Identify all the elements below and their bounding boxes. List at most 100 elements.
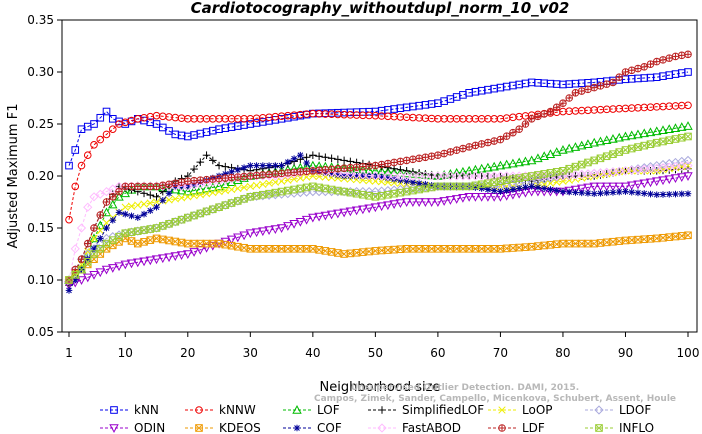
legend-label: ODIN (134, 421, 165, 434)
point-odin (633, 180, 643, 190)
point-inflo (196, 209, 205, 218)
point-lof (570, 142, 581, 151)
point-cof (659, 191, 667, 198)
point-kdeos (590, 239, 599, 248)
point-knn (684, 68, 692, 76)
point-loop (371, 177, 380, 185)
point-odin (595, 182, 606, 192)
point-inflo (640, 141, 649, 150)
point-inflo (634, 143, 642, 151)
point-inflo (646, 140, 655, 148)
x-tick-label: 20 (180, 346, 195, 360)
point-cof (584, 189, 592, 197)
point-ldf (365, 162, 373, 170)
point-kdeos (240, 243, 248, 252)
point-inflo (590, 156, 599, 165)
point-kdeos (165, 236, 173, 245)
point-ldf (646, 60, 655, 68)
point-simplifiedlof (315, 152, 323, 161)
point-ldf (427, 152, 436, 161)
point-cof (503, 187, 510, 194)
series-line-odin (68, 175, 689, 286)
point-lof (539, 151, 549, 161)
point-ldf (502, 132, 511, 140)
x-tick-label: 80 (555, 346, 570, 360)
point-cof (622, 188, 629, 195)
point-cof (490, 187, 498, 194)
point-loop (259, 180, 267, 188)
point-lof (176, 185, 187, 195)
point-lof (495, 160, 506, 170)
point-kdeos (584, 239, 592, 248)
point-knn (459, 91, 467, 99)
point-cof (128, 212, 135, 220)
point-ldf (221, 174, 230, 182)
point-ldf (259, 171, 267, 179)
point-lof (589, 137, 599, 147)
point-fastabod (70, 244, 80, 254)
point-lof (89, 233, 99, 243)
point-odin (283, 222, 293, 231)
x-tick-label: 70 (493, 346, 508, 360)
point-simplifiedlof (215, 161, 223, 170)
point-ldf (552, 103, 561, 112)
point-lof (645, 127, 656, 137)
point-lof (520, 156, 531, 166)
point-cof (140, 210, 148, 218)
point-simplifiedlof (196, 158, 205, 166)
point-simplifiedlof (190, 165, 198, 173)
point-ldf (665, 54, 674, 62)
point-lof (220, 179, 231, 189)
point-cof (534, 184, 542, 191)
point-odin (645, 178, 656, 188)
point-knnw (96, 135, 105, 144)
point-kdeos (146, 236, 155, 244)
point-odin (139, 257, 149, 267)
point-odin (395, 199, 406, 208)
point-ldf (102, 198, 111, 206)
point-lof (533, 153, 543, 163)
point-odin (651, 177, 662, 187)
legend-item-knn: kNN (100, 403, 159, 417)
point-loop (146, 199, 154, 207)
point-ldf (465, 143, 473, 151)
point-ldf (459, 144, 467, 153)
legend: kNN kNNW LOF SimplifiedLOF LoOP LDOF ODIN KDEOS… (100, 403, 654, 434)
point-odin (95, 268, 106, 278)
point-odin (226, 235, 237, 245)
point-cof (578, 189, 586, 197)
point-cof (240, 164, 248, 171)
point-loop (240, 183, 248, 192)
point-loop (209, 188, 217, 197)
point-ldf (171, 179, 180, 188)
point-ldf (227, 173, 236, 182)
point-odin (401, 198, 412, 207)
point-inflo (609, 150, 617, 158)
x-tick-label: 60 (430, 346, 445, 360)
point-ldf (652, 57, 661, 66)
point-fastabod (477, 171, 487, 181)
point-odin (358, 205, 368, 215)
point-odin (158, 254, 168, 264)
point-odin (408, 198, 418, 207)
legend-item-loop: LoOP (488, 403, 553, 417)
point-cof (415, 179, 423, 187)
point-fastabod (95, 189, 105, 199)
chart-title: Cardiotocography_withoutdupl_norm_10_v02 (191, 0, 570, 17)
point-ldf (158, 181, 167, 190)
point-inflo (671, 135, 680, 143)
point-lof (514, 157, 524, 167)
point-fastabod (389, 171, 399, 181)
point-cof (109, 216, 117, 224)
series-kdeos (65, 231, 692, 284)
point-lof (108, 199, 118, 209)
point-kdeos (140, 238, 148, 246)
point-odin (658, 176, 668, 186)
point-cof (265, 162, 273, 169)
point-ldf (521, 120, 530, 128)
point-cof (634, 189, 642, 197)
point-kdeos (684, 231, 692, 240)
point-odin (258, 227, 268, 237)
point-kdeos (196, 239, 205, 248)
point-loop (184, 193, 192, 201)
